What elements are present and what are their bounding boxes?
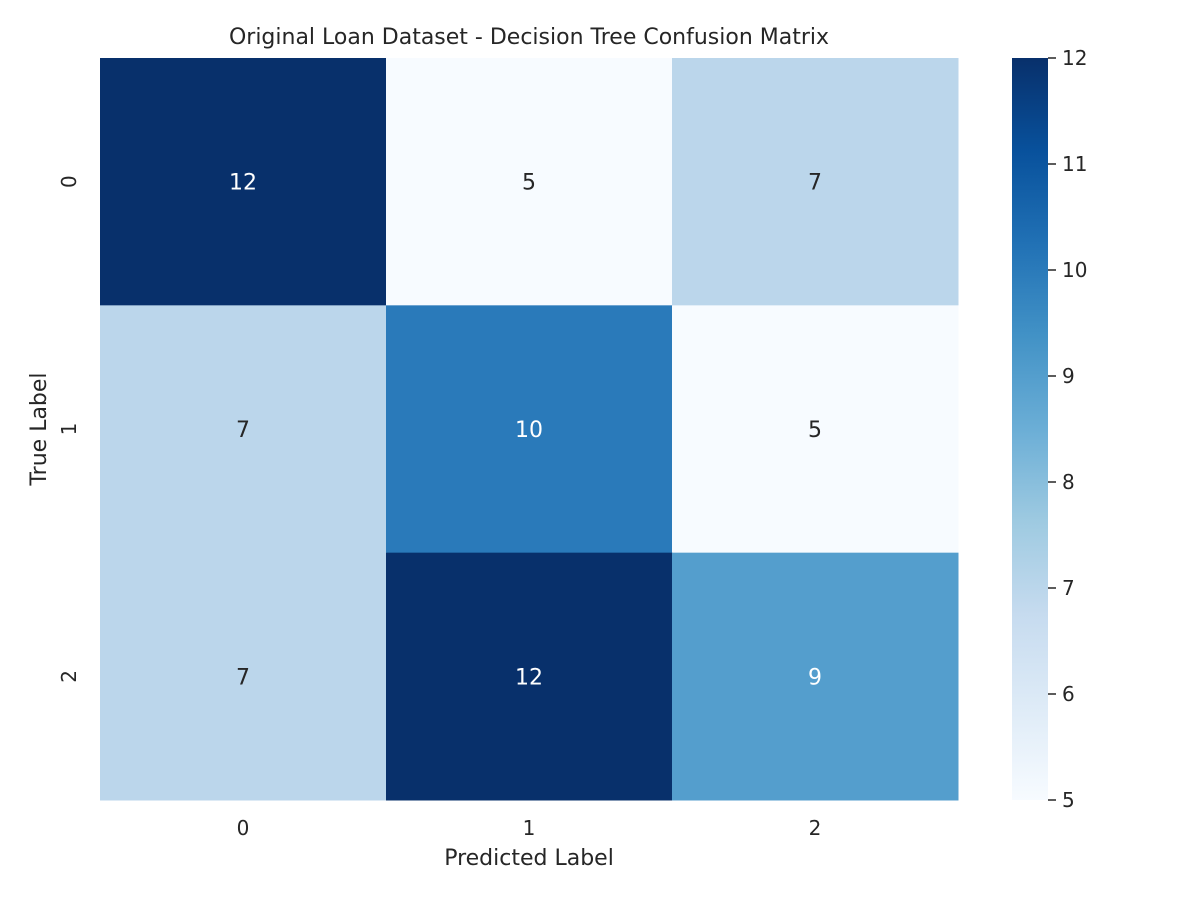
cell-value-label-r2-c0: 7	[236, 665, 250, 690]
y-tick-label-1: 1	[57, 423, 81, 436]
colorbar-tick-label-8: 8	[1062, 470, 1075, 494]
heatmap-cells	[100, 58, 959, 801]
cell-value-label-r2-c1: 12	[515, 665, 543, 690]
y-axis-label: True Label	[27, 372, 52, 486]
heatmap-cell-r0-c2	[672, 58, 959, 306]
colorbar-tick-label-9: 9	[1062, 364, 1075, 388]
heatmap-cell-r2-c0	[100, 552, 387, 801]
x-axis-label: Predicted Label	[444, 846, 614, 871]
heatmap-cell-r1-c0	[100, 305, 387, 554]
x-tick-label-1: 1	[523, 816, 536, 840]
colorbar-tick-label-10: 10	[1062, 258, 1087, 282]
cell-value-label-r0-c1: 5	[522, 171, 536, 196]
cell-value-label-r0-c2: 7	[808, 171, 822, 196]
heatmap-cell-labels: 12 5 7 7 10 5 7 12 9	[229, 171, 822, 691]
colorbar-tick-label-12: 12	[1062, 46, 1087, 70]
x-axis-ticks: 0 1 2	[237, 816, 822, 840]
heatmap-cell-r1-c1	[386, 305, 673, 554]
colorbar	[1012, 58, 1048, 800]
cell-value-label-r1-c0: 7	[236, 418, 250, 443]
cell-value-label-r1-c1: 10	[515, 418, 543, 443]
chart-title: Original Loan Dataset - Decision Tree Co…	[229, 25, 829, 50]
colorbar-tick-label-5: 5	[1062, 788, 1075, 812]
colorbar-tick-label-6: 6	[1062, 682, 1075, 706]
cell-value-label-r1-c2: 5	[808, 418, 822, 443]
colorbar-tick-label-7: 7	[1062, 576, 1075, 600]
heatmap-cell-r2-c1	[386, 552, 673, 801]
cell-value-label-r2-c2: 9	[808, 665, 822, 690]
y-tick-label-2: 2	[57, 670, 81, 683]
cell-value-label-r0-c0: 12	[229, 171, 257, 196]
y-axis-ticks: 0 1 2	[57, 175, 81, 682]
x-tick-label-2: 2	[809, 816, 822, 840]
heatmap-cell-r0-c0	[100, 58, 387, 306]
colorbar-tick-label-11: 11	[1062, 152, 1087, 176]
x-tick-label-0: 0	[237, 816, 250, 840]
heatmap-cell-r1-c2	[672, 305, 959, 554]
y-tick-label-0: 0	[57, 175, 81, 188]
heatmap-cell-r2-c2	[672, 552, 959, 801]
heatmap-cell-r0-c1	[386, 58, 673, 306]
colorbar-ticks: 5 6 7 8 9 10 11 12	[1048, 46, 1087, 812]
